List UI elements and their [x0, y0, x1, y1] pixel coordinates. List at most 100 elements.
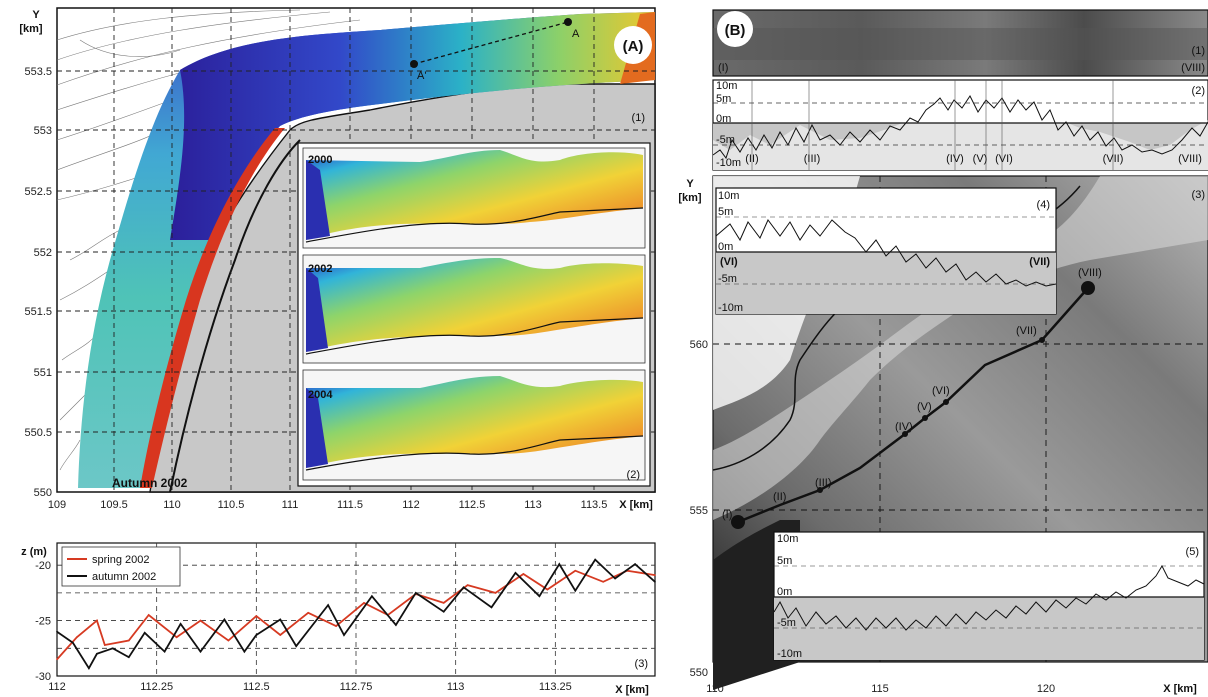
panel-b: (B) (I) (VIII) (1) 10m 5m 0m -5m -10m (I…	[678, 9, 1208, 695]
track-point	[731, 515, 745, 529]
profile-b-markers	[751, 80, 1114, 170]
depth-label: 10m	[718, 190, 739, 202]
sonar-number: (1)	[1192, 45, 1205, 57]
ytick-label: 553	[34, 125, 52, 137]
depth-label: -10m	[718, 302, 743, 314]
track-point	[902, 431, 908, 437]
xtick-label: 113	[447, 681, 465, 693]
data-point	[112, 647, 114, 650]
track-point	[943, 399, 949, 405]
profile-legend: spring 2002 autumn 2002	[61, 546, 181, 587]
data-point	[371, 595, 373, 597]
inset-4-end: (VII)	[1029, 256, 1050, 268]
panel-a-xunit: X [km]	[619, 499, 653, 511]
xtick-label: 120	[1037, 683, 1055, 695]
badge-a: (A)	[623, 38, 644, 55]
ytick-label: -20	[35, 560, 51, 572]
data-point	[255, 615, 258, 617]
sonar-band	[713, 28, 1208, 60]
data-point	[96, 619, 98, 622]
inset-4-depths: 10m 5m 0m -5m -10m	[718, 190, 743, 314]
profile-b-fill	[713, 96, 1208, 170]
sonar-end-label: (VIII)	[1181, 62, 1205, 74]
ytick-label: 550.5	[24, 427, 52, 439]
depth-label: 10m	[716, 80, 737, 92]
inset-5-seabed	[774, 597, 1204, 660]
panel-a-map: A A' (A) (1) Autumn 2002 Y [km] X [km] 5…	[19, 7, 656, 511]
inset-4-seabed	[716, 252, 1056, 314]
xtick-label: 112	[402, 499, 420, 511]
ytick-label: 551.5	[24, 306, 52, 318]
xtick-label: 111	[282, 499, 299, 511]
profile-b-depths: 10m 5m 0m -5m -10m	[716, 80, 741, 169]
track-label: (VII)	[1016, 325, 1037, 337]
xtick-label: 112.25	[140, 681, 173, 693]
depth-label: 5m	[718, 206, 733, 218]
data-point	[147, 614, 150, 616]
data-point	[654, 580, 656, 583]
data-point	[335, 625, 337, 627]
ytick-label: 552	[34, 247, 52, 259]
depth-label: 0m	[716, 113, 731, 125]
map-a-number: (1)	[632, 112, 645, 124]
ytick-label: 552.5	[24, 186, 52, 198]
data-point	[223, 618, 226, 621]
profile-point-label: (VII)	[1103, 153, 1124, 165]
data-point	[522, 573, 525, 575]
data-point	[96, 653, 98, 655]
profile-b-line	[712, 95, 1208, 160]
panel-b-ylabel: Y	[686, 178, 694, 190]
transect-label-a: A	[572, 28, 580, 40]
xtick-label: 110.5	[218, 499, 245, 511]
xtick-label: 109	[48, 499, 66, 511]
data-point	[654, 574, 656, 576]
track-point	[922, 415, 928, 421]
track-label: (V)	[917, 401, 932, 413]
data-point	[594, 558, 596, 561]
data-point	[243, 650, 246, 653]
legend-label-autumn: autumn 2002	[92, 571, 156, 583]
ytick-label: 555	[690, 505, 708, 517]
profile-point-label: (VIII)	[1178, 153, 1202, 165]
ytick-label: 550	[690, 667, 708, 679]
depth-label: 10m	[777, 533, 798, 545]
profile-series	[56, 558, 656, 670]
track-point	[1039, 337, 1045, 343]
xtick-label: 112.5	[243, 681, 270, 693]
badge-b-circle	[717, 11, 753, 47]
xtick-label: 113.5	[581, 499, 608, 511]
track-label: (VI)	[932, 385, 950, 397]
profile-xticks: 112 112.25 112.5 112.75 113 113.25	[48, 681, 572, 693]
xtick-label: 109.5	[100, 499, 128, 511]
xtick-label: 111.5	[337, 499, 363, 511]
profile-point-label: (V)	[973, 153, 988, 165]
inset-4-number: (4)	[1037, 199, 1050, 211]
data-point	[558, 563, 561, 565]
ytick-label: 550	[34, 487, 52, 499]
track-labels: (I) (II) (III) (IV) (V) (VI) (VII) (VIII…	[722, 267, 1102, 521]
depth-label: 0m	[718, 241, 733, 253]
badge-b: (B)	[725, 22, 746, 39]
xtick-label: 110	[706, 683, 724, 695]
data-point	[395, 624, 397, 626]
transect-label-a-prime: A'	[417, 70, 426, 82]
data-point	[494, 592, 497, 594]
depth-label: -5m	[718, 273, 737, 285]
panel-b-xunit: X [km]	[1163, 683, 1197, 695]
data-point	[466, 584, 469, 586]
panel-a-ylabel: Y	[32, 9, 40, 21]
data-point	[104, 644, 106, 646]
depth-label: -5m	[716, 134, 735, 146]
data-point	[295, 645, 298, 647]
panel-a-yticks: 553.5 553 552.5 552 551.5 551 550.5 550	[24, 66, 52, 499]
transect-start-marker	[410, 60, 418, 68]
profile-number: (3)	[635, 658, 648, 670]
transect-end-marker	[564, 18, 572, 26]
inset-year-label: 2004	[308, 389, 333, 401]
depth-label: -10m	[777, 648, 802, 660]
track-label: (III)	[815, 477, 832, 489]
profile-yticks: -20 -25 -30	[35, 560, 51, 683]
profile-point-label: (VI)	[995, 153, 1013, 165]
profile-xunit: X [km]	[615, 684, 649, 696]
inset-4-grid	[716, 216, 1056, 285]
